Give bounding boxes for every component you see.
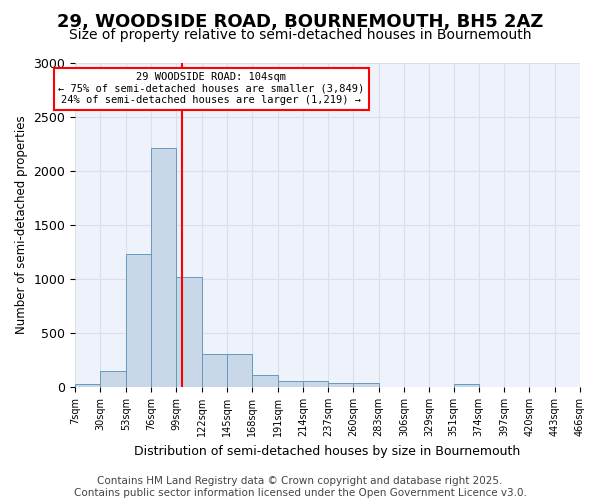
Bar — [126, 254, 151, 387]
Bar — [202, 354, 227, 387]
Bar — [100, 371, 126, 387]
Bar — [454, 384, 479, 387]
Bar — [278, 380, 303, 387]
Bar — [176, 276, 202, 387]
Bar — [353, 382, 379, 387]
Bar — [252, 375, 278, 387]
Bar — [328, 382, 353, 387]
Bar — [227, 354, 252, 387]
Text: Size of property relative to semi-detached houses in Bournemouth: Size of property relative to semi-detach… — [69, 28, 531, 42]
Text: 29 WOODSIDE ROAD: 104sqm
← 75% of semi-detached houses are smaller (3,849)
24% o: 29 WOODSIDE ROAD: 104sqm ← 75% of semi-d… — [58, 72, 365, 106]
X-axis label: Distribution of semi-detached houses by size in Bournemouth: Distribution of semi-detached houses by … — [134, 444, 521, 458]
Text: 29, WOODSIDE ROAD, BOURNEMOUTH, BH5 2AZ: 29, WOODSIDE ROAD, BOURNEMOUTH, BH5 2AZ — [57, 12, 543, 30]
Bar — [151, 148, 176, 387]
Bar — [75, 384, 100, 387]
Bar — [303, 380, 328, 387]
Text: Contains HM Land Registry data © Crown copyright and database right 2025.
Contai: Contains HM Land Registry data © Crown c… — [74, 476, 526, 498]
Y-axis label: Number of semi-detached properties: Number of semi-detached properties — [15, 116, 28, 334]
